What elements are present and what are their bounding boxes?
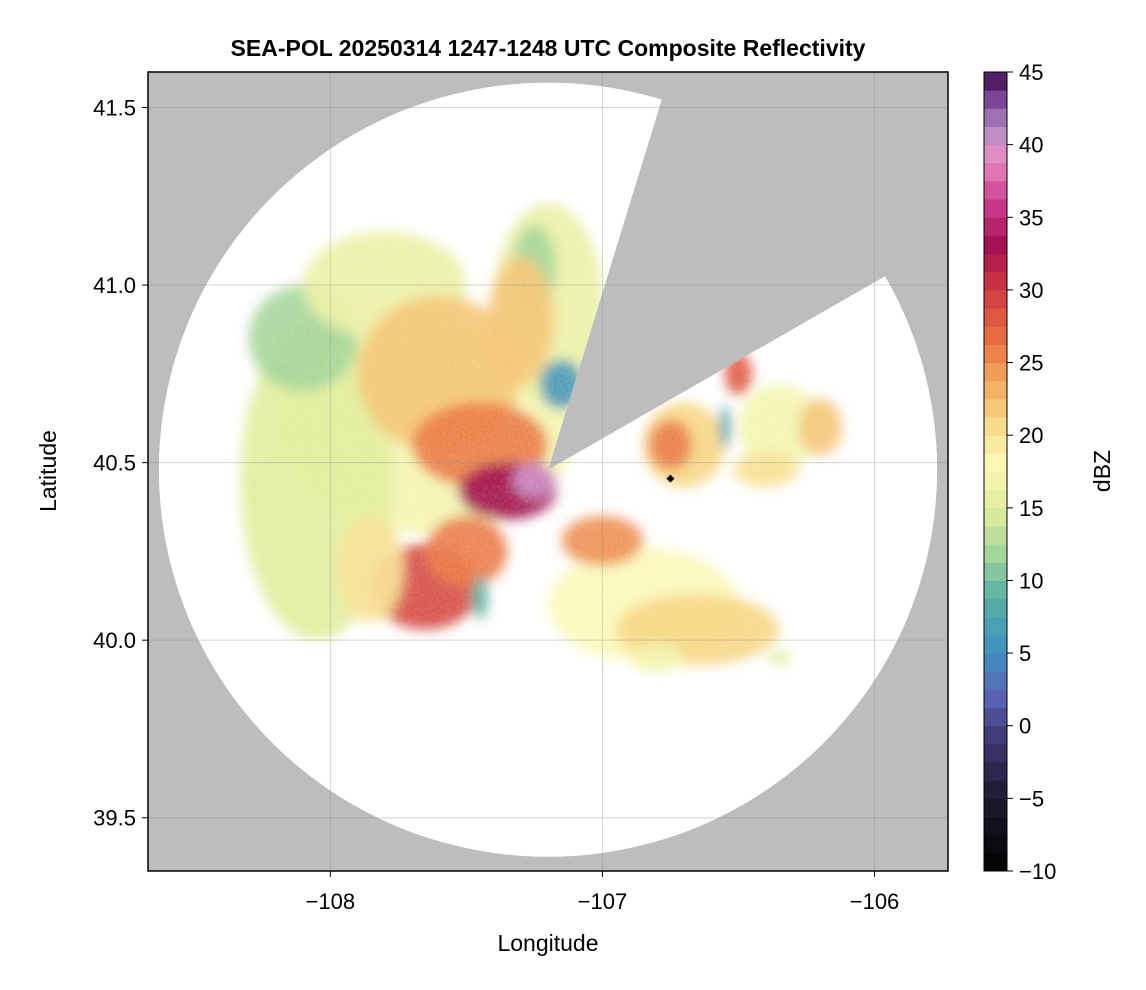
colorbar-band [984, 362, 1007, 382]
colorbar-band [984, 453, 1007, 472]
colorbar-tick-label: 0 [1019, 714, 1031, 739]
y-tick-label: 39.5 [93, 806, 136, 831]
colorbar-band [984, 326, 1007, 345]
colorbar-band [984, 271, 1007, 291]
colorbar-band [984, 616, 1007, 636]
y-tick-label: 40.0 [93, 628, 136, 653]
colorbar-band [984, 489, 1007, 509]
colorbar-band [984, 544, 1007, 563]
colorbar-band [984, 72, 1007, 91]
colorbar-band [984, 580, 1007, 600]
colorbar-band [984, 180, 1007, 200]
colorbar-tick-label: 10 [1019, 568, 1043, 593]
colorbar-tick-label: −5 [1019, 786, 1044, 811]
colorbar-tick-label: 30 [1019, 278, 1043, 303]
colorbar-band [984, 653, 1007, 672]
chart-title: SEA-POL 20250314 1247-1248 UTC Composite… [231, 35, 866, 61]
colorbar-tick-label: −10 [1019, 859, 1056, 884]
colorbar-band [984, 852, 1007, 872]
y-axis: 39.5 40.0 40.5 41.0 41.5 [93, 96, 148, 831]
x-tick-label: −108 [306, 889, 356, 914]
colorbar-band [984, 598, 1007, 618]
colorbar-tick-label: 45 [1019, 60, 1043, 85]
colorbar-band [984, 162, 1007, 182]
x-axis: −108 −107 −106 [306, 871, 900, 914]
colorbar-band [984, 471, 1007, 491]
colorbar: −10 −5 0 5 10 15 20 25 30 35 40 45 dBZ [983, 60, 1115, 884]
colorbar-band [984, 671, 1007, 690]
x-axis-label: Longitude [497, 930, 598, 956]
y-tick-label: 40.5 [93, 451, 136, 476]
station-marker [666, 474, 675, 483]
colorbar-band [984, 90, 1007, 109]
colorbar-band [984, 344, 1007, 364]
colorbar-band [984, 417, 1007, 436]
colorbar-tick-label: 40 [1019, 133, 1043, 158]
colorbar-tick-label: 25 [1019, 351, 1043, 376]
colorbar-frame [983, 71, 1008, 872]
grid-lines [148, 72, 948, 871]
colorbar-band [984, 634, 1007, 654]
y-axis-label: Latitude [35, 430, 61, 512]
colorbar-band [984, 507, 1007, 527]
colorbar-band [984, 762, 1007, 781]
colorbar-band [984, 235, 1007, 255]
plot-frame [147, 71, 949, 872]
y-tick-label: 41.5 [93, 96, 136, 121]
colorbar-band [984, 689, 1007, 709]
colorbar-band [984, 435, 1007, 454]
colorbar-band [984, 707, 1007, 727]
colorbar-tick-label: 15 [1019, 496, 1043, 521]
colorbar-band [984, 798, 1007, 818]
x-tick-label: −107 [578, 889, 628, 914]
colorbar-band [984, 308, 1007, 327]
colorbar-tick-label: 5 [1019, 641, 1031, 666]
colorbar-band [984, 743, 1007, 763]
colorbar-band [984, 725, 1007, 745]
colorbar-band [984, 253, 1007, 273]
colorbar-band [984, 380, 1007, 400]
colorbar-band [984, 144, 1007, 164]
colorbar-gradient [984, 72, 1007, 872]
colorbar-band [984, 398, 1007, 418]
colorbar-band [984, 834, 1007, 854]
x-tick-label: −106 [850, 889, 900, 914]
colorbar-band [984, 289, 1007, 309]
colorbar-band [984, 780, 1007, 799]
colorbar-band [984, 562, 1007, 581]
colorbar-band [984, 525, 1007, 545]
colorbar-band [984, 108, 1007, 127]
colorbar-band [984, 199, 1007, 218]
colorbar-tick-label: 20 [1019, 423, 1043, 448]
y-tick-label: 41.0 [93, 273, 136, 298]
colorbar-label: dBZ [1089, 450, 1115, 492]
plot-area [147, 71, 949, 872]
colorbar-band [984, 126, 1007, 146]
colorbar-tick-label: 35 [1019, 205, 1043, 230]
colorbar-band [984, 217, 1007, 236]
colorbar-band [984, 816, 1007, 836]
